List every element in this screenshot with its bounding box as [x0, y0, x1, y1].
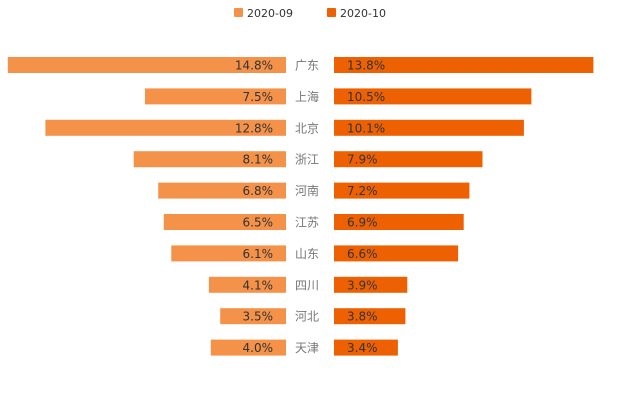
- bar-2020-10-8: [334, 308, 406, 325]
- category-label-3: 浙江: [295, 153, 319, 167]
- legend-label-2020-10: 2020-10: [340, 7, 386, 20]
- data-label-2020-10-8: 3.8%: [347, 310, 378, 324]
- category-label-0: 广东: [295, 59, 319, 73]
- bar-2020-10-9: [334, 339, 398, 356]
- bar-2020-10-7: [334, 276, 408, 293]
- legend-item-2020-09[interactable]: 2020-09: [234, 7, 293, 20]
- data-label-2020-09-1: 7.5%: [243, 90, 274, 104]
- bar-2020-10-2: [334, 119, 524, 136]
- bar-2020-10-4: [334, 182, 470, 199]
- category-label-6: 山东: [295, 247, 319, 261]
- data-label-2020-10-2: 10.1%: [347, 121, 385, 135]
- category-label-2: 北京: [295, 121, 319, 135]
- data-label-2020-09-5: 6.5%: [243, 216, 274, 230]
- legend: 2020-09 2020-10: [234, 7, 386, 20]
- series-2020-10-bars: 13.8% 10.5% 10.1% 7.9% 7.2% 6.9% 6.6% 3.9% 3.8% 3…: [334, 57, 594, 356]
- data-label-2020-10-1: 10.5%: [347, 90, 385, 104]
- category-label-7: 四川: [295, 278, 319, 292]
- bar-2020-10-6: [334, 245, 459, 262]
- bar-2020-09-1: [145, 88, 286, 105]
- data-label-2020-10-6: 6.6%: [347, 247, 378, 261]
- data-label-2020-10-3: 7.9%: [347, 153, 378, 167]
- bar-2020-09-6: [171, 245, 286, 262]
- category-label-5: 江苏: [295, 216, 319, 230]
- category-label-8: 河北: [295, 310, 319, 324]
- data-label-2020-09-7: 4.1%: [243, 278, 274, 292]
- legend-swatch-2020-10: [327, 8, 336, 17]
- data-label-2020-09-4: 6.8%: [243, 184, 274, 198]
- bar-2020-10-5: [334, 214, 464, 230]
- data-label-2020-10-9: 3.4%: [347, 341, 378, 355]
- data-label-2020-09-2: 12.8%: [235, 121, 273, 135]
- legend-swatch-2020-09: [234, 8, 243, 17]
- bar-2020-10-0: [334, 57, 594, 73]
- bar-2020-09-3: [133, 151, 286, 168]
- bar-2020-09-7: [208, 276, 286, 293]
- bar-2020-09-8: [220, 308, 286, 325]
- category-label-4: 河南: [295, 183, 319, 198]
- category-label-9: 天津: [295, 341, 319, 355]
- series-2020-09-bars: 14.8% 7.5% 12.8% 8.1% 6.8% 6.5% 6.1% 4.1% 3.5% 4.…: [7, 57, 287, 356]
- bar-2020-10-1: [334, 88, 532, 105]
- data-label-2020-10-7: 3.9%: [347, 278, 378, 292]
- data-label-2020-10-0: 13.8%: [347, 59, 385, 73]
- data-label-2020-10-4: 7.2%: [347, 184, 378, 198]
- data-label-2020-09-0: 14.8%: [235, 59, 273, 73]
- data-label-2020-09-9: 4.0%: [243, 341, 274, 355]
- bar-2020-09-5: [163, 214, 286, 230]
- data-label-2020-09-6: 6.1%: [243, 247, 274, 261]
- bar-2020-09-9: [210, 339, 286, 356]
- data-label-2020-09-8: 3.5%: [243, 310, 274, 324]
- data-label-2020-10-5: 6.9%: [347, 216, 378, 230]
- data-label-2020-09-3: 8.1%: [243, 153, 274, 167]
- bar-2020-09-4: [158, 182, 286, 199]
- legend-item-2020-10[interactable]: 2020-10: [327, 7, 386, 20]
- bar-2020-09-2: [45, 119, 287, 136]
- category-label-1: 上海: [295, 89, 319, 104]
- bar-2020-10-3: [334, 151, 483, 168]
- bar-2020-09-0: [7, 57, 287, 73]
- legend-label-2020-09: 2020-09: [247, 7, 293, 20]
